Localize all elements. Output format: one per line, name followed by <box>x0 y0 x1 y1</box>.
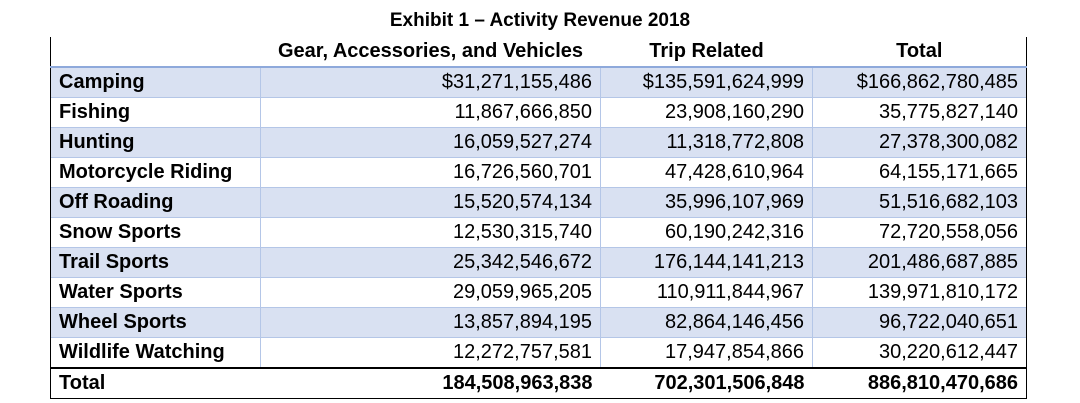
total-value: 35,775,827,140 <box>812 97 1027 128</box>
total-value: 72,720,558,056 <box>812 217 1027 248</box>
total-value: 96,722,040,651 <box>812 307 1027 338</box>
table-row: Fishing 11,867,666,850 23,908,160,290 35… <box>50 97 1027 128</box>
header-row: Gear, Accessories, and Vehicles Trip Rel… <box>50 37 1027 68</box>
gear-value: 15,520,574,134 <box>260 187 601 218</box>
gear-value: 16,726,560,701 <box>260 157 601 188</box>
activity-name: Fishing <box>50 97 261 128</box>
header-activity <box>50 37 261 68</box>
table-row: Camping $31,271,155,486 $135,591,624,999… <box>50 66 1027 98</box>
header-gear: Gear, Accessories, and Vehicles <box>260 37 601 68</box>
gear-value: 12,530,315,740 <box>260 217 601 248</box>
trip-value: 82,864,146,456 <box>600 307 813 338</box>
gear-value: 16,059,527,274 <box>260 127 601 158</box>
trip-value: 35,996,107,969 <box>600 187 813 218</box>
trip-value: 17,947,854,866 <box>600 337 813 368</box>
header-total: Total <box>812 37 1027 68</box>
header-trip: Trip Related <box>600 37 813 68</box>
exhibit-title: Exhibit 1 – Activity Revenue 2018 <box>389 10 691 31</box>
table-row: Trail Sports 25,342,546,672 176,144,141,… <box>50 247 1027 278</box>
total-trip-value: 702,301,506,848 <box>600 367 813 399</box>
activity-name: Wildlife Watching <box>50 337 261 368</box>
total-label: Total <box>50 367 261 399</box>
activity-name: Water Sports <box>50 277 261 308</box>
activity-name: Snow Sports <box>50 217 261 248</box>
total-value: $166,862,780,485 <box>812 66 1027 98</box>
table-row: Hunting 16,059,527,274 11,318,772,808 27… <box>50 127 1027 158</box>
total-value: 64,155,171,665 <box>812 157 1027 188</box>
activity-revenue-table: Gear, Accessories, and Vehicles Trip Rel… <box>50 37 1027 399</box>
total-gear-value: 184,508,963,838 <box>260 367 601 399</box>
activity-name: Motorcycle Riding <box>50 157 261 188</box>
gear-value: 13,857,894,195 <box>260 307 601 338</box>
activity-name: Camping <box>50 66 261 98</box>
activity-name: Off Roading <box>50 187 261 218</box>
total-value: 27,378,300,082 <box>812 127 1027 158</box>
gear-value: 25,342,546,672 <box>260 247 601 278</box>
trip-value: 60,190,242,316 <box>600 217 813 248</box>
total-row: Total 184,508,963,838 702,301,506,848 88… <box>50 367 1027 399</box>
table-row: Snow Sports 12,530,315,740 60,190,242,31… <box>50 217 1027 248</box>
activity-name: Trail Sports <box>50 247 261 278</box>
gear-value: 11,867,666,850 <box>260 97 601 128</box>
trip-value: 11,318,772,808 <box>600 127 813 158</box>
table-row: Water Sports 29,059,965,205 110,911,844,… <box>50 277 1027 308</box>
trip-value: 47,428,610,964 <box>600 157 813 188</box>
total-value: 51,516,682,103 <box>812 187 1027 218</box>
grand-total-value: 886,810,470,686 <box>812 367 1027 399</box>
trip-value: 23,908,160,290 <box>600 97 813 128</box>
total-value: 201,486,687,885 <box>812 247 1027 278</box>
table-row: Wheel Sports 13,857,894,195 82,864,146,4… <box>50 307 1027 338</box>
gear-value: $31,271,155,486 <box>260 66 601 98</box>
table-row: Wildlife Watching 12,272,757,581 17,947,… <box>50 337 1027 368</box>
gear-value: 29,059,965,205 <box>260 277 601 308</box>
trip-value: $135,591,624,999 <box>600 66 813 98</box>
trip-value: 110,911,844,967 <box>600 277 813 308</box>
table-row: Off Roading 15,520,574,134 35,996,107,96… <box>50 187 1027 218</box>
activity-name: Hunting <box>50 127 261 158</box>
table-row: Motorcycle Riding 16,726,560,701 47,428,… <box>50 157 1027 188</box>
gear-value: 12,272,757,581 <box>260 337 601 368</box>
total-value: 139,971,810,172 <box>812 277 1027 308</box>
total-value: 30,220,612,447 <box>812 337 1027 368</box>
activity-name: Wheel Sports <box>50 307 261 338</box>
trip-value: 176,144,141,213 <box>600 247 813 278</box>
